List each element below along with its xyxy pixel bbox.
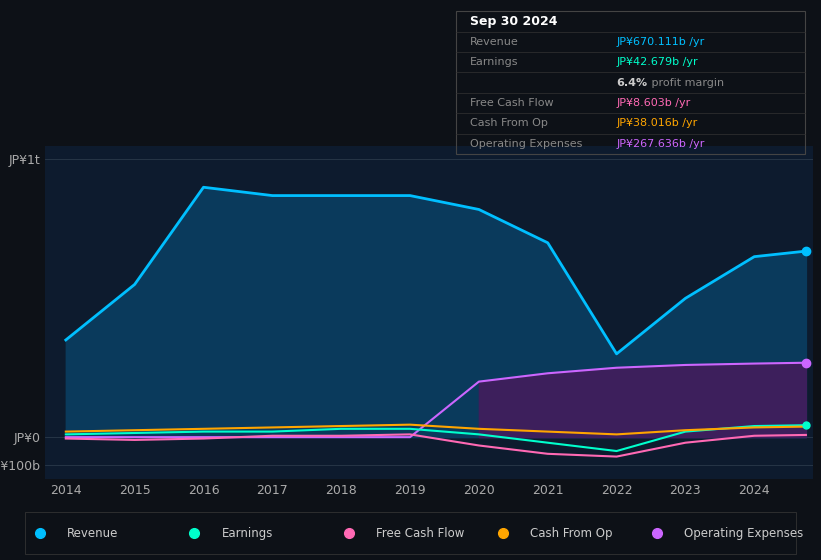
Text: Cash From Op: Cash From Op bbox=[530, 527, 612, 540]
Text: JP¥38.016b /yr: JP¥38.016b /yr bbox=[616, 118, 697, 128]
Text: Operating Expenses: Operating Expenses bbox=[470, 139, 582, 149]
Text: Sep 30 2024: Sep 30 2024 bbox=[470, 15, 557, 28]
Text: 6.4%: 6.4% bbox=[616, 78, 647, 87]
Text: JP¥267.636b /yr: JP¥267.636b /yr bbox=[616, 139, 704, 149]
Text: Cash From Op: Cash From Op bbox=[470, 118, 548, 128]
Text: Revenue: Revenue bbox=[67, 527, 118, 540]
Text: Earnings: Earnings bbox=[470, 57, 518, 67]
Text: Free Cash Flow: Free Cash Flow bbox=[470, 98, 553, 108]
Text: Operating Expenses: Operating Expenses bbox=[685, 527, 804, 540]
Text: Earnings: Earnings bbox=[222, 527, 273, 540]
Text: JP¥8.603b /yr: JP¥8.603b /yr bbox=[616, 98, 690, 108]
Text: Free Cash Flow: Free Cash Flow bbox=[376, 527, 464, 540]
Text: Revenue: Revenue bbox=[470, 37, 518, 47]
Text: JP¥670.111b /yr: JP¥670.111b /yr bbox=[616, 37, 704, 47]
Text: JP¥42.679b /yr: JP¥42.679b /yr bbox=[616, 57, 698, 67]
Text: profit margin: profit margin bbox=[648, 78, 723, 87]
